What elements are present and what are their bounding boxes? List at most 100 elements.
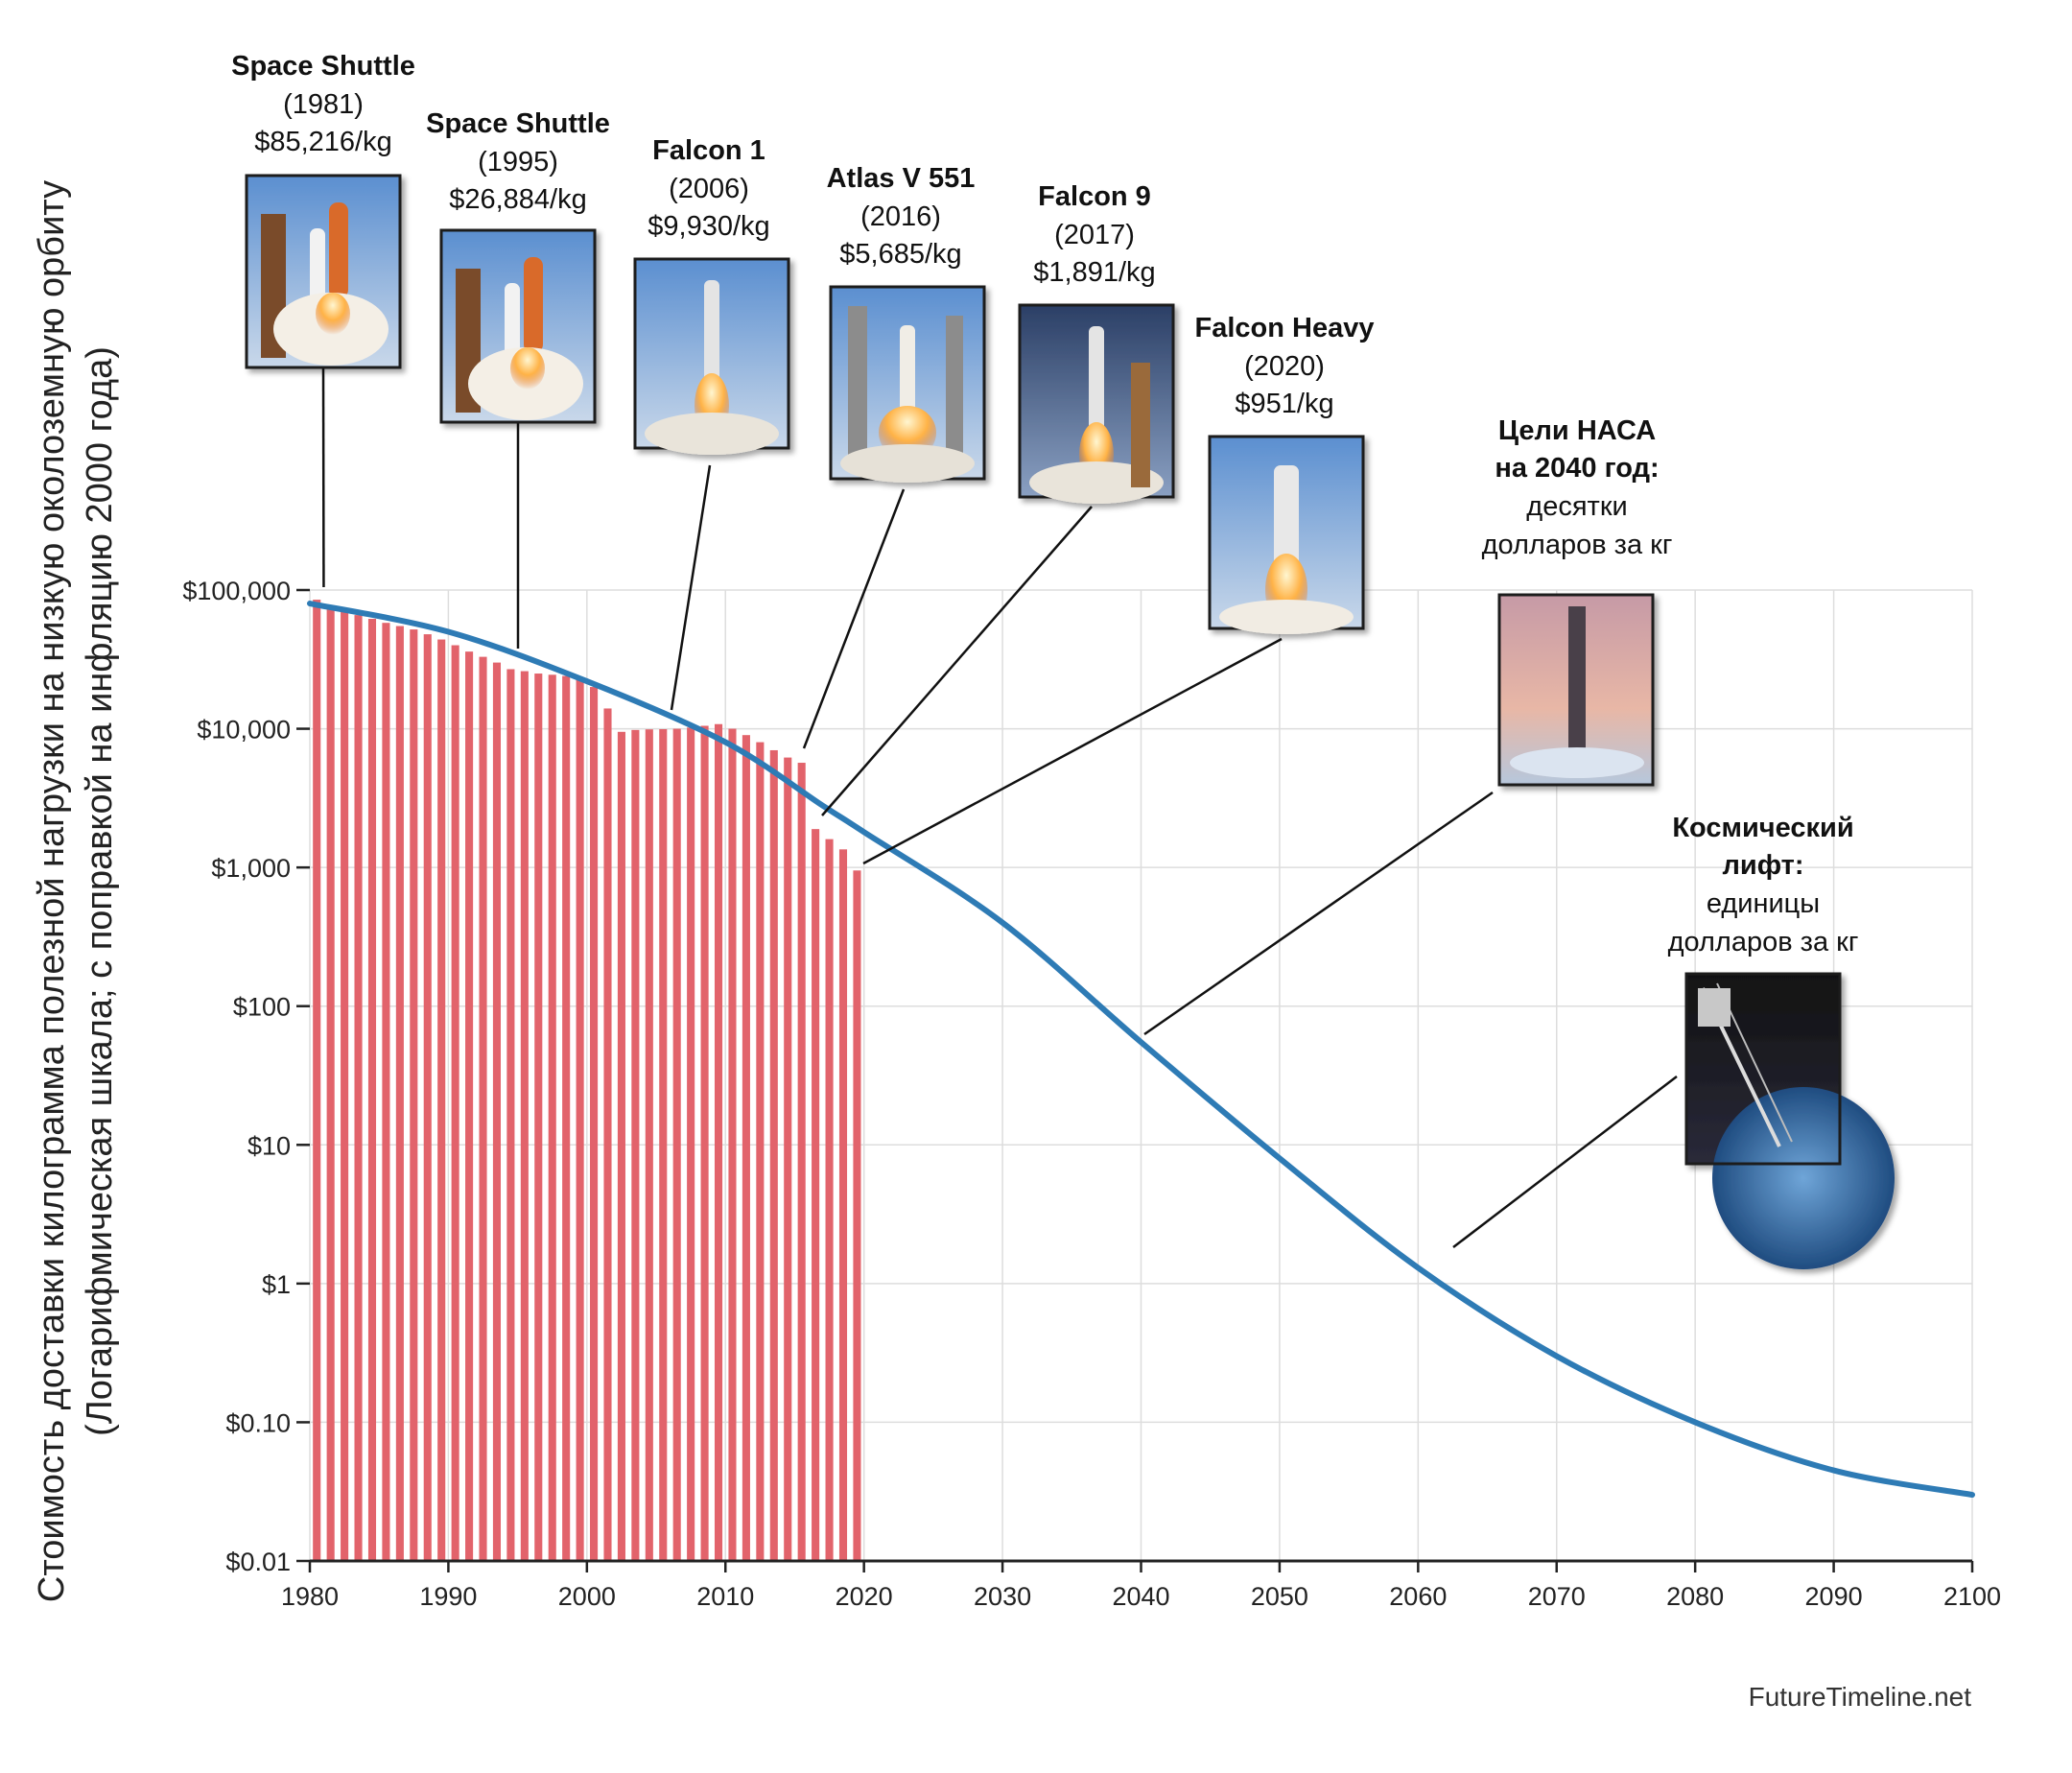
bar-1986 <box>382 623 390 1561</box>
bar-1984 <box>354 615 363 1561</box>
shuttle-1981-title: Space Shuttle <box>231 51 415 82</box>
y-tick-label: $100,000 <box>182 577 291 605</box>
x-tick-label: 2090 <box>1805 1582 1863 1611</box>
bar-2015 <box>784 757 792 1561</box>
y-tick-label: $100 <box>233 993 291 1022</box>
shuttle-1995-year: (1995) <box>478 147 558 177</box>
shuttle-1981-photo <box>245 174 402 369</box>
space-elevator-text1: единицы <box>1707 888 1820 919</box>
bar-2010 <box>714 723 723 1561</box>
falcon-heavy-photo-smoke <box>1219 600 1354 634</box>
falcon-9-photo-tower <box>1131 363 1150 487</box>
bar-2019 <box>838 849 848 1561</box>
falcon-9-leader <box>821 506 1093 816</box>
space-elevator-earth <box>1712 1087 1895 1269</box>
trend-line <box>307 601 1975 1499</box>
nasa-goal-photo <box>1497 593 1655 787</box>
bar-1985 <box>367 619 377 1561</box>
shuttle-1995-photo <box>439 228 597 424</box>
nasa-goal-title2: на 2040 год: <box>1495 453 1659 484</box>
x-tick-label: 2020 <box>836 1582 893 1611</box>
y-axis-sublabel: (Логарифмическая шкала; с поправкой на и… <box>80 346 120 1436</box>
bar-2013 <box>756 742 765 1561</box>
y-tick-label: $1,000 <box>211 854 291 883</box>
bar-1987 <box>395 626 404 1561</box>
y-tick-label: $1 <box>262 1270 291 1299</box>
bar-2005 <box>645 729 653 1561</box>
falcon-9-price: $1,891/kg <box>1033 257 1155 288</box>
nasa-goal-leader <box>1143 791 1494 1036</box>
falcon-heavy-title: Falcon Heavy <box>1195 313 1375 343</box>
bar-2004 <box>631 729 640 1561</box>
credit-text: FutureTimeline.net <box>1749 1682 1972 1712</box>
falcon-heavy-photo <box>1208 435 1365 634</box>
bar-1992 <box>465 651 474 1561</box>
x-tick-label: 2030 <box>974 1582 1031 1611</box>
space-elevator-photo <box>1684 972 1895 1269</box>
shuttle-1981-photo-orbiter <box>310 228 325 305</box>
space-elevator-title1: Космический <box>1672 813 1853 843</box>
falcon-1-photo <box>633 257 790 455</box>
falcon-1-price: $9,930/kg <box>648 211 769 242</box>
bar-1995 <box>506 669 515 1561</box>
bar-1991 <box>451 645 459 1561</box>
bar-2008 <box>687 727 695 1561</box>
cost-bars <box>313 600 861 1561</box>
x-tick-label: 2010 <box>696 1582 754 1611</box>
space-elevator-leader <box>1452 1076 1678 1248</box>
bar-1994 <box>492 662 502 1561</box>
falcon-9-photo <box>1018 303 1175 504</box>
falcon-heavy-year: (2020) <box>1244 351 1325 382</box>
shuttle-1981-year: (1981) <box>283 89 364 120</box>
bar-2016 <box>797 763 806 1561</box>
nasa-goal-text1: десятки <box>1526 491 1627 522</box>
shuttle-1981-photo-tank <box>329 202 348 298</box>
space-elevator-text2: долларов за кг <box>1668 927 1859 957</box>
nasa-goal-cloud <box>1510 747 1644 778</box>
bar-1982 <box>326 607 335 1561</box>
axes: 1980 1990 2000 2010 2020 2030 2040 2050 2060 2070… <box>182 577 2001 1611</box>
x-tick-label: 1980 <box>281 1582 339 1611</box>
atlas-v-price: $5,685/kg <box>839 239 961 270</box>
shuttle-1995-title: Space Shuttle <box>426 108 610 139</box>
atlas-v-leader <box>802 488 906 749</box>
bar-2000 <box>576 678 584 1561</box>
x-tick-label: 2050 <box>1251 1582 1308 1611</box>
falcon-9-photo-rocket <box>1089 326 1104 432</box>
falcon-9-photo-smoke <box>1029 461 1164 504</box>
bar-2001 <box>590 687 599 1561</box>
atlas-v-photo-smoke <box>840 444 975 483</box>
shuttle-1995-photo-tank <box>524 257 543 353</box>
bar-2007 <box>672 728 681 1561</box>
bar-2018 <box>825 839 834 1561</box>
shuttle-1995-price: $26,884/kg <box>449 184 587 215</box>
y-tick-label: $10 <box>247 1131 291 1160</box>
falcon-9-title: Falcon 9 <box>1038 181 1151 212</box>
y-axis-title: Стоимость доставки килограмма полезной н… <box>32 180 120 1602</box>
shuttle-1995-photo-flame <box>510 347 545 390</box>
falcon-1-leader <box>670 464 712 711</box>
bar-2002 <box>603 708 612 1561</box>
bar-1999 <box>562 675 571 1561</box>
annotation-labels: Space Shuttle (1981) $85,216/kg Space Shutt… <box>231 51 1858 957</box>
atlas-v-photo-tower <box>848 306 867 469</box>
atlas-v-photo-rocket <box>900 325 915 421</box>
bar-1996 <box>520 671 529 1561</box>
y-tick-label: $0.10 <box>225 1408 291 1437</box>
bar-2012 <box>742 735 750 1561</box>
falcon-heavy-photo-rocket <box>1274 465 1299 571</box>
x-tick-label: 1990 <box>419 1582 477 1611</box>
y-axis-label: Стоимость доставки килограмма полезной н… <box>32 180 72 1602</box>
x-tick-label: 2100 <box>1943 1582 2001 1611</box>
bar-1981 <box>313 600 321 1561</box>
falcon-heavy-leader <box>862 637 1283 865</box>
bar-2020 <box>853 870 861 1561</box>
falcon-heavy-price: $951/kg <box>1235 389 1333 419</box>
bar-2014 <box>769 749 778 1561</box>
bar-1983 <box>341 611 349 1561</box>
bar-1997 <box>534 674 543 1561</box>
x-tick-label: 2080 <box>1666 1582 1724 1611</box>
bar-1989 <box>423 634 432 1561</box>
x-tick-label: 2000 <box>558 1582 616 1611</box>
